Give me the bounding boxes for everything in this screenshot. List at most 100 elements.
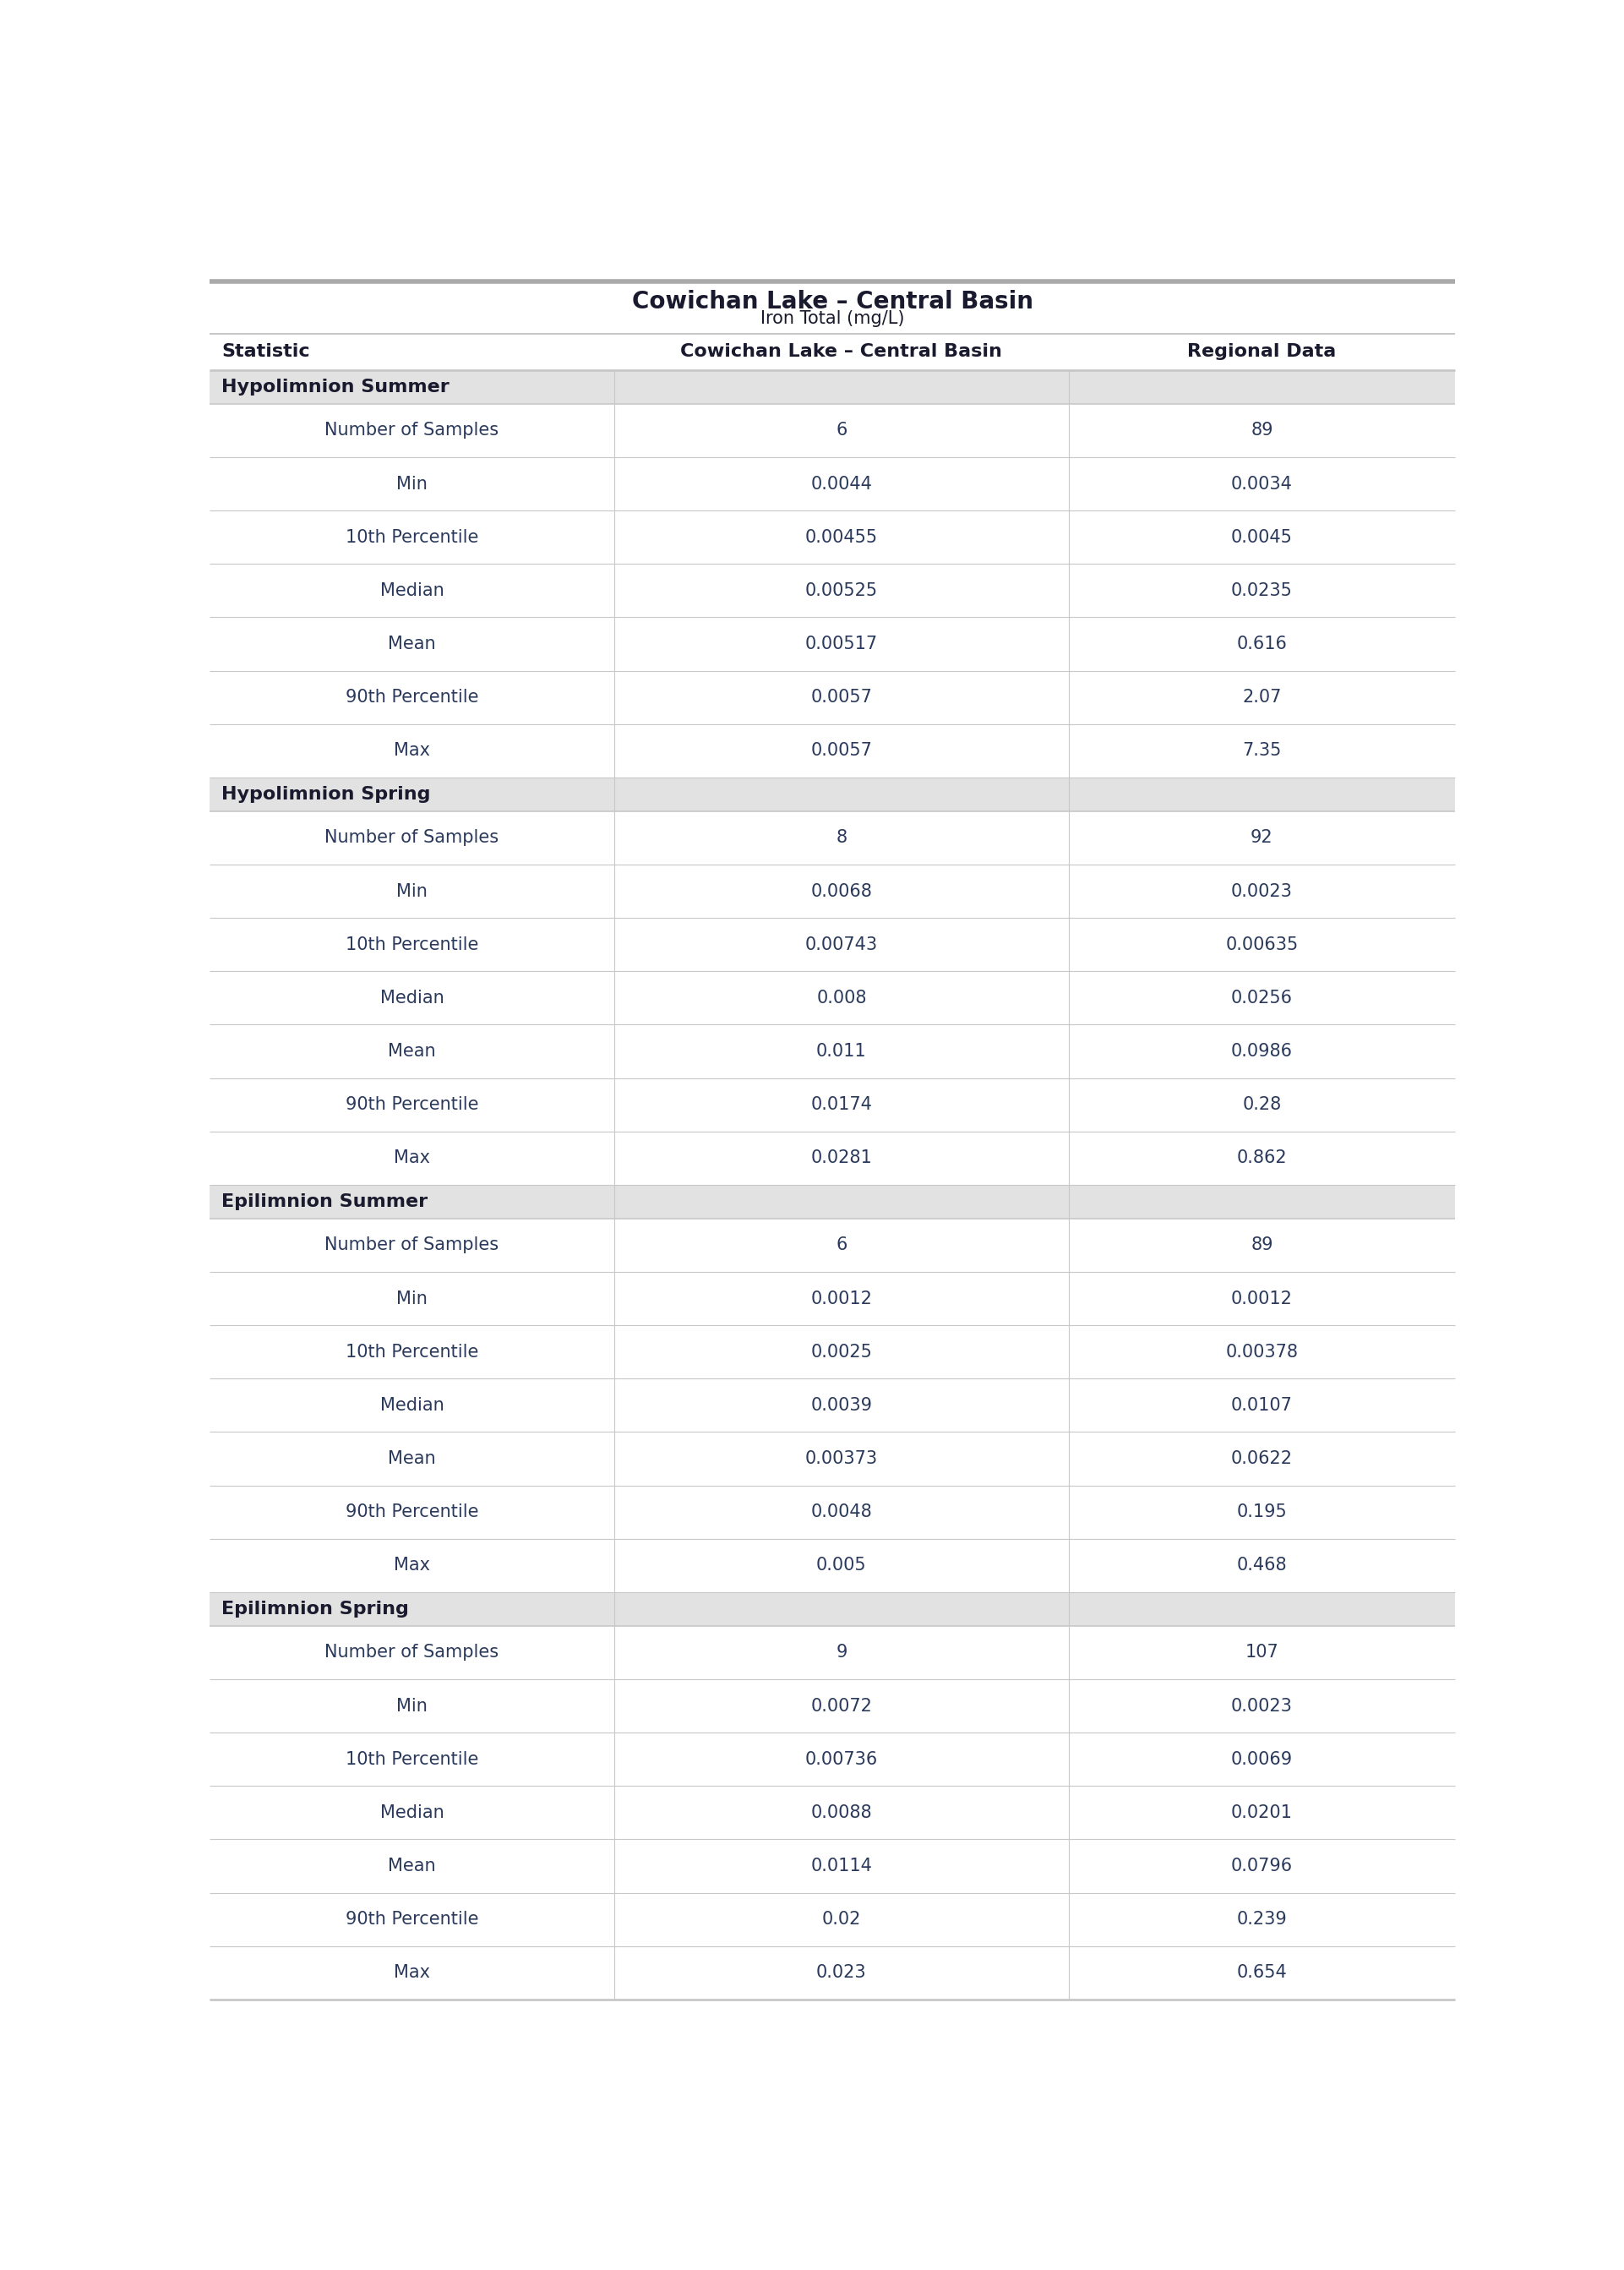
- Text: 0.00736: 0.00736: [806, 1750, 879, 1768]
- Bar: [209, 1625, 1455, 1680]
- Bar: [209, 1326, 1455, 1378]
- Text: Number of Samples: Number of Samples: [325, 1643, 499, 1662]
- Text: Cowichan Lake – Central Basin: Cowichan Lake – Central Basin: [632, 291, 1033, 313]
- Text: Mean: Mean: [388, 636, 435, 651]
- Text: 0.0201: 0.0201: [1231, 1805, 1293, 1821]
- Text: 0.0114: 0.0114: [810, 1857, 872, 1875]
- Text: 0.616: 0.616: [1236, 636, 1288, 651]
- Text: 0.0023: 0.0023: [1231, 1698, 1293, 1714]
- Text: 0.0256: 0.0256: [1231, 990, 1293, 1006]
- Text: 90th Percentile: 90th Percentile: [346, 688, 479, 706]
- Text: Mean: Mean: [388, 1451, 435, 1466]
- Text: 0.00373: 0.00373: [806, 1451, 879, 1466]
- Text: 7.35: 7.35: [1242, 742, 1281, 758]
- Text: 0.0069: 0.0069: [1231, 1750, 1293, 1768]
- Bar: [209, 1024, 1455, 1078]
- Text: 2.07: 2.07: [1242, 688, 1281, 706]
- Text: 92: 92: [1250, 829, 1273, 847]
- Text: Iron Total (mg/L): Iron Total (mg/L): [760, 311, 905, 327]
- Text: 6: 6: [836, 422, 848, 438]
- Bar: [209, 1185, 1455, 1219]
- Text: 0.654: 0.654: [1236, 1964, 1288, 1982]
- Text: 89: 89: [1250, 1237, 1273, 1253]
- Text: 0.0174: 0.0174: [810, 1096, 872, 1112]
- Bar: [209, 1732, 1455, 1786]
- Bar: [209, 334, 1455, 370]
- Text: Min: Min: [396, 1289, 427, 1308]
- Bar: [209, 776, 1455, 810]
- Text: 0.00743: 0.00743: [806, 935, 879, 953]
- Bar: [209, 1485, 1455, 1539]
- Bar: [209, 617, 1455, 670]
- Text: 0.00517: 0.00517: [806, 636, 879, 651]
- Text: 0.0068: 0.0068: [810, 883, 872, 899]
- Text: 0.00378: 0.00378: [1226, 1344, 1298, 1360]
- Bar: [209, 370, 1455, 404]
- Text: 10th Percentile: 10th Percentile: [346, 935, 479, 953]
- Bar: [209, 281, 1455, 334]
- Text: 0.02: 0.02: [822, 1911, 861, 1927]
- Bar: [209, 1130, 1455, 1185]
- Text: Hypolimnion Spring: Hypolimnion Spring: [221, 785, 430, 804]
- Text: Median: Median: [380, 1396, 443, 1414]
- Bar: [209, 810, 1455, 865]
- Text: 0.023: 0.023: [817, 1964, 867, 1982]
- Text: Number of Samples: Number of Samples: [325, 829, 499, 847]
- Text: 0.00455: 0.00455: [806, 529, 879, 545]
- Bar: [209, 1945, 1455, 2000]
- Text: Median: Median: [380, 1805, 443, 1821]
- Bar: [209, 404, 1455, 456]
- Text: 0.0796: 0.0796: [1231, 1857, 1293, 1875]
- Bar: [209, 670, 1455, 724]
- Text: 89: 89: [1250, 422, 1273, 438]
- Text: Min: Min: [396, 474, 427, 493]
- Text: 10th Percentile: 10th Percentile: [346, 1750, 479, 1768]
- Text: Mean: Mean: [388, 1857, 435, 1875]
- Text: 107: 107: [1246, 1643, 1278, 1662]
- Text: 0.0986: 0.0986: [1231, 1042, 1293, 1060]
- Bar: [209, 1219, 1455, 1271]
- Text: 0.0072: 0.0072: [810, 1698, 872, 1714]
- Text: 0.0012: 0.0012: [810, 1289, 872, 1308]
- Text: 90th Percentile: 90th Percentile: [346, 1096, 479, 1112]
- Text: Hypolimnion Summer: Hypolimnion Summer: [221, 379, 450, 395]
- Text: 0.005: 0.005: [817, 1557, 867, 1573]
- Text: 0.00635: 0.00635: [1226, 935, 1298, 953]
- Text: Mean: Mean: [388, 1042, 435, 1060]
- Text: Number of Samples: Number of Samples: [325, 1237, 499, 1253]
- Bar: [209, 1271, 1455, 1326]
- Text: Max: Max: [393, 1149, 430, 1167]
- Bar: [209, 1786, 1455, 1839]
- Text: Median: Median: [380, 581, 443, 599]
- Bar: [209, 511, 1455, 563]
- Text: 10th Percentile: 10th Percentile: [346, 1344, 479, 1360]
- Text: Max: Max: [393, 1557, 430, 1573]
- Bar: [209, 865, 1455, 917]
- Text: 0.0034: 0.0034: [1231, 474, 1293, 493]
- Bar: [209, 724, 1455, 776]
- Bar: [209, 1078, 1455, 1130]
- Text: 8: 8: [836, 829, 848, 847]
- Text: Max: Max: [393, 742, 430, 758]
- Text: 0.28: 0.28: [1242, 1096, 1281, 1112]
- Bar: [209, 1432, 1455, 1485]
- Bar: [209, 1378, 1455, 1432]
- Bar: [209, 1893, 1455, 1945]
- Text: 0.0045: 0.0045: [1231, 529, 1293, 545]
- Text: 9: 9: [836, 1643, 848, 1662]
- Bar: [209, 1539, 1455, 1591]
- Text: 10th Percentile: 10th Percentile: [346, 529, 479, 545]
- Text: 0.0012: 0.0012: [1231, 1289, 1293, 1308]
- Text: 0.468: 0.468: [1237, 1557, 1288, 1573]
- Text: Statistic: Statistic: [221, 343, 310, 361]
- Text: 0.0048: 0.0048: [810, 1503, 872, 1521]
- Text: 90th Percentile: 90th Percentile: [346, 1911, 479, 1927]
- Text: 0.0023: 0.0023: [1231, 883, 1293, 899]
- Text: Median: Median: [380, 990, 443, 1006]
- Bar: [209, 1680, 1455, 1732]
- Bar: [209, 456, 1455, 511]
- Text: 0.239: 0.239: [1236, 1911, 1288, 1927]
- Bar: [209, 972, 1455, 1024]
- Text: 90th Percentile: 90th Percentile: [346, 1503, 479, 1521]
- Text: Number of Samples: Number of Samples: [325, 422, 499, 438]
